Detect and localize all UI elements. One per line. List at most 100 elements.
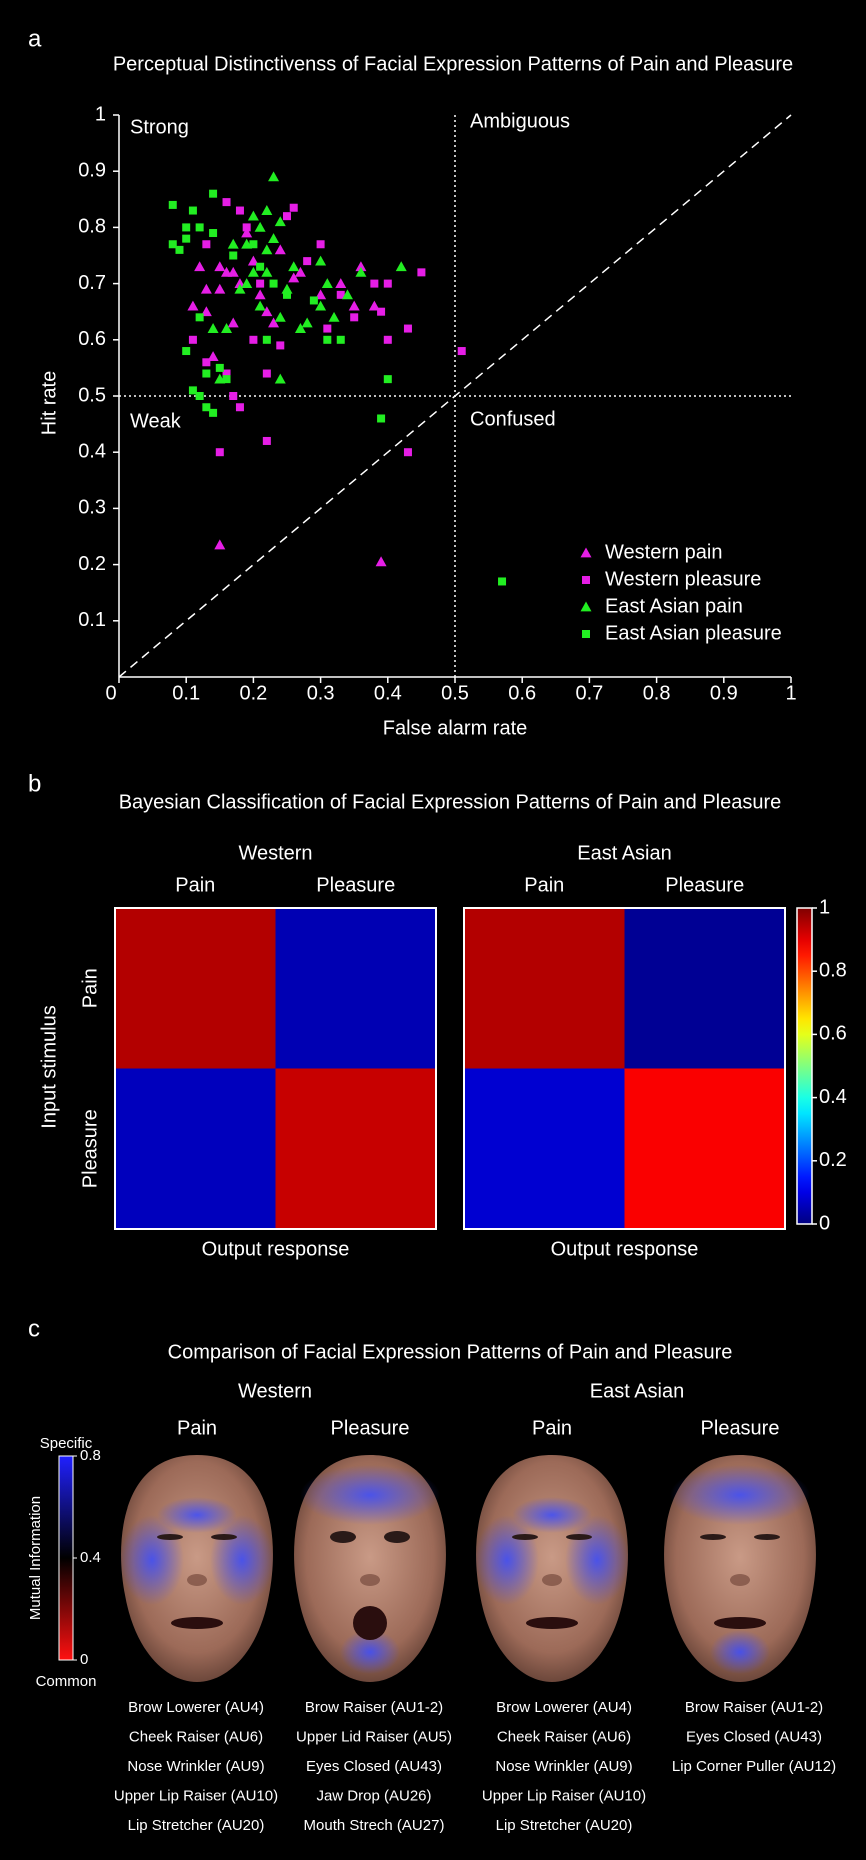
y-tick-label: 0.9 xyxy=(78,159,106,181)
colorbar-tick-label: 0 xyxy=(819,1212,830,1234)
point xyxy=(229,392,238,400)
point xyxy=(323,324,332,333)
action-unit: Eyes Closed (AU43) xyxy=(306,1758,442,1775)
point xyxy=(215,363,224,372)
point xyxy=(209,408,218,417)
face-eye xyxy=(566,1534,592,1540)
point xyxy=(274,216,286,227)
face-image xyxy=(120,1455,274,1682)
point xyxy=(235,206,244,215)
point xyxy=(254,289,266,300)
point xyxy=(202,403,211,412)
point xyxy=(262,335,271,344)
x-tick-label: 0.7 xyxy=(575,682,603,704)
group-label: East Asian xyxy=(590,1380,685,1402)
legend-marker xyxy=(580,601,592,612)
x-tick-label: 0.6 xyxy=(508,682,536,704)
legend-label: East Asian pain xyxy=(605,595,743,617)
column-label: Pleasure xyxy=(665,874,744,896)
quadrant-label: Confused xyxy=(470,408,556,430)
legend-label: Western pleasure xyxy=(605,568,761,590)
point xyxy=(241,227,253,238)
point xyxy=(256,262,265,271)
point xyxy=(294,266,306,277)
point xyxy=(301,317,313,328)
x-tick-label: 0.4 xyxy=(374,682,402,704)
point xyxy=(370,279,379,288)
heatmap-frame xyxy=(114,907,437,1230)
face-image xyxy=(475,1455,629,1682)
point xyxy=(335,278,347,288)
panel-title: Comparison of Facial Expression Patterns… xyxy=(168,1341,733,1363)
point xyxy=(200,283,212,294)
point xyxy=(377,414,386,423)
x-tick-label: 0.9 xyxy=(710,682,738,704)
face-nose xyxy=(730,1574,750,1586)
point xyxy=(202,240,211,249)
point xyxy=(289,203,298,212)
y-tick-label: 0.1 xyxy=(78,609,106,631)
point xyxy=(457,347,466,356)
action-unit: Nose Wrinkler (AU9) xyxy=(127,1758,264,1775)
point xyxy=(261,306,273,317)
legend-label: East Asian pleasure xyxy=(605,622,782,644)
x-tick-label: 1 xyxy=(785,682,796,704)
point xyxy=(227,317,239,328)
colorbar-top-label: Specific xyxy=(40,1435,93,1452)
point xyxy=(188,386,197,395)
action-unit: Nose Wrinkler (AU9) xyxy=(495,1758,632,1775)
x-tick-label: 0 xyxy=(105,682,116,704)
face-overlay xyxy=(340,1630,400,1674)
point xyxy=(261,244,273,255)
face-overlay xyxy=(512,1497,592,1533)
x-tick-label: 0.1 xyxy=(172,682,200,704)
heatmap-cell xyxy=(275,908,437,1069)
face-overlay xyxy=(300,1465,440,1525)
point xyxy=(256,279,265,288)
colorbar-tick-label: 0.4 xyxy=(819,1086,847,1108)
heatmap-cell xyxy=(464,908,625,1069)
point xyxy=(268,317,280,328)
point xyxy=(202,358,211,367)
point xyxy=(168,200,177,209)
action-unit: Upper Lid Raiser (AU5) xyxy=(296,1728,452,1745)
face-eye xyxy=(157,1534,183,1540)
x-tick-label: 0.2 xyxy=(239,682,267,704)
point xyxy=(328,311,340,322)
y-tick-label: 0.5 xyxy=(78,384,106,406)
heatmap-cell xyxy=(624,1068,786,1230)
chart-title: Bayesian Classification of Facial Expres… xyxy=(119,791,782,813)
point xyxy=(336,290,345,299)
face-overlay xyxy=(710,1630,770,1674)
group-label: Western xyxy=(238,842,312,864)
heatmap-cell xyxy=(275,1068,437,1230)
heatmap-cell xyxy=(115,1068,276,1230)
point xyxy=(214,261,226,272)
point xyxy=(261,205,273,215)
point xyxy=(261,266,273,277)
column-label: Pain xyxy=(524,874,564,896)
legend-marker xyxy=(582,630,590,638)
action-unit: Brow Raiser (AU1-2) xyxy=(305,1699,443,1716)
point xyxy=(294,323,306,333)
point xyxy=(303,257,312,266)
diagonal xyxy=(118,114,792,678)
column-label: Pleasure xyxy=(316,874,395,896)
y-tick-label: 0.4 xyxy=(78,440,106,462)
point xyxy=(222,198,231,207)
y-tick-label: 0.3 xyxy=(78,497,106,519)
colorbar-tick-label: 0.6 xyxy=(819,1023,847,1045)
chart-title: Perceptual Distinctivenss of Facial Expr… xyxy=(113,53,793,75)
point xyxy=(403,448,412,457)
group-label: Western xyxy=(238,1380,312,1402)
action-unit: Jaw Drop (AU26) xyxy=(316,1787,431,1804)
heatmap-cell xyxy=(464,1068,625,1230)
y-tick-label: 0.2 xyxy=(78,553,106,575)
point xyxy=(375,556,387,567)
face-nose xyxy=(360,1574,380,1586)
y-tick-label: 0.8 xyxy=(78,216,106,238)
point xyxy=(383,335,392,344)
point xyxy=(249,335,258,344)
x-tick-label: 0.5 xyxy=(441,682,469,704)
point xyxy=(417,268,426,277)
